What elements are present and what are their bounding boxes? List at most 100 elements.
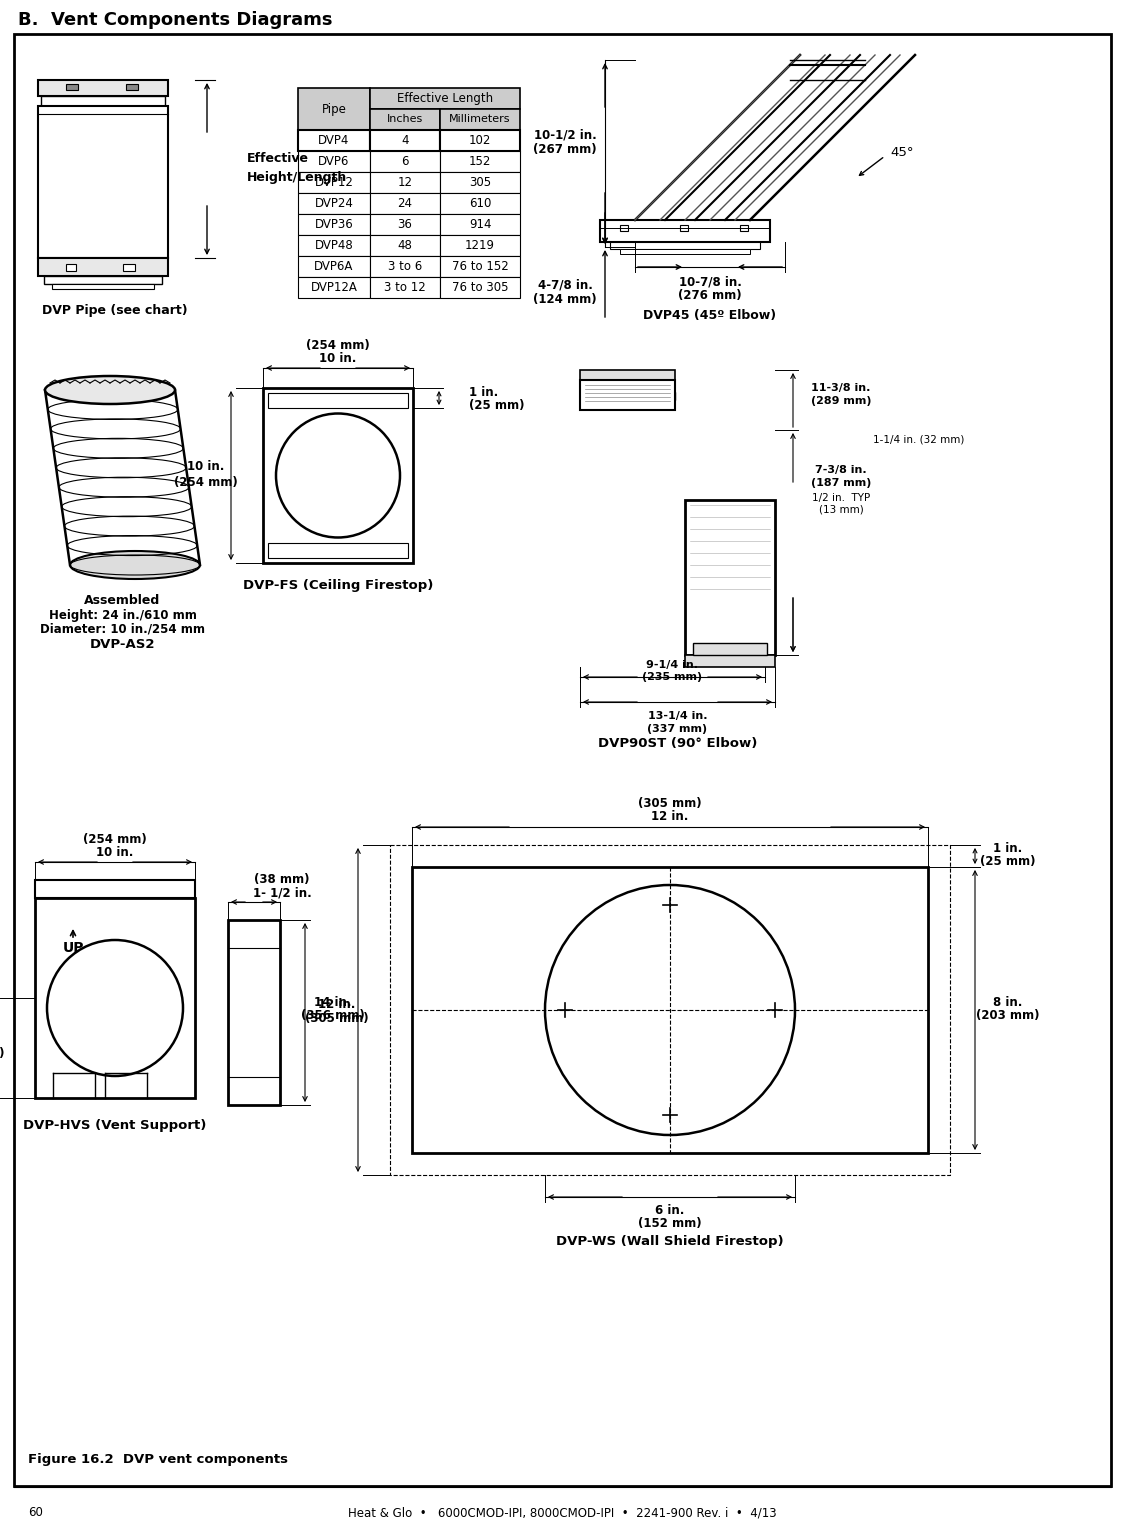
Bar — [38, 106, 168, 259]
Bar — [685, 654, 775, 667]
Text: 76 to 305: 76 to 305 — [452, 280, 508, 294]
Text: Effective: Effective — [248, 152, 309, 165]
Bar — [440, 214, 520, 236]
Text: 610: 610 — [469, 197, 492, 209]
Text: 9-1/4 in.: 9-1/4 in. — [647, 661, 699, 670]
Bar — [580, 370, 675, 380]
Bar — [370, 109, 440, 129]
Text: (152 mm): (152 mm) — [638, 1218, 702, 1230]
Bar — [268, 544, 408, 557]
Bar — [123, 263, 135, 271]
Text: DVP24: DVP24 — [315, 197, 353, 209]
Text: (267 mm): (267 mm) — [533, 143, 596, 157]
Bar — [620, 225, 628, 231]
Text: B.  Vent Components Diagrams: B. Vent Components Diagrams — [18, 11, 333, 29]
Text: Inches: Inches — [387, 114, 423, 125]
Text: DVP12: DVP12 — [315, 176, 353, 189]
Text: 4: 4 — [402, 134, 408, 146]
Text: (254 mm): (254 mm) — [306, 339, 370, 353]
Text: (25 mm): (25 mm) — [980, 856, 1036, 869]
Text: 1 in.: 1 in. — [469, 387, 498, 399]
Bar — [126, 85, 138, 89]
Circle shape — [47, 939, 183, 1076]
Text: 1219: 1219 — [465, 239, 495, 253]
Text: 10 in.: 10 in. — [187, 460, 225, 473]
Bar — [298, 277, 370, 299]
Text: (187 mm): (187 mm) — [811, 477, 871, 488]
Text: 48: 48 — [397, 239, 413, 253]
Text: DVP90ST (90° Elbow): DVP90ST (90° Elbow) — [597, 738, 757, 750]
Ellipse shape — [45, 376, 176, 403]
Bar — [370, 129, 440, 151]
Bar — [412, 867, 928, 1153]
Circle shape — [248, 1006, 261, 1019]
Text: 152: 152 — [469, 156, 492, 168]
Text: (337 mm): (337 mm) — [648, 724, 708, 735]
Text: 13-1/4 in.: 13-1/4 in. — [648, 711, 708, 721]
Bar — [680, 225, 688, 231]
Bar — [440, 277, 520, 299]
Text: (254 mm): (254 mm) — [174, 476, 237, 490]
Text: UP: UP — [62, 941, 83, 955]
Bar — [298, 129, 370, 151]
Text: (25 mm): (25 mm) — [469, 399, 524, 413]
Circle shape — [276, 414, 400, 537]
Bar — [298, 88, 370, 129]
Bar — [263, 388, 413, 564]
Text: 76 to 152: 76 to 152 — [451, 260, 508, 273]
Circle shape — [60, 884, 70, 895]
Circle shape — [160, 884, 170, 895]
Text: 305: 305 — [469, 176, 490, 189]
Bar — [370, 151, 440, 172]
Bar — [440, 109, 520, 129]
Text: (203 mm): (203 mm) — [976, 1010, 1040, 1023]
Text: Assembled: Assembled — [84, 593, 161, 607]
Bar — [440, 192, 520, 214]
Bar — [298, 172, 370, 192]
Bar — [370, 277, 440, 299]
Text: 1 in.: 1 in. — [993, 842, 1023, 856]
Text: (305 mm): (305 mm) — [638, 798, 702, 810]
Bar — [268, 393, 408, 408]
Bar — [685, 500, 775, 654]
Text: 7-3/8 in.: 7-3/8 in. — [816, 465, 867, 474]
Text: 8 in.: 8 in. — [993, 995, 1023, 1009]
Text: 60: 60 — [28, 1506, 43, 1520]
Bar — [40, 95, 165, 106]
Text: 24: 24 — [397, 197, 413, 209]
Bar — [38, 80, 168, 95]
Bar — [66, 263, 77, 271]
Text: DVP4: DVP4 — [318, 134, 350, 146]
Text: Pipe: Pipe — [322, 103, 346, 116]
Text: DVP45 (45º Elbow): DVP45 (45º Elbow) — [644, 308, 776, 322]
Bar — [580, 393, 675, 400]
Bar — [370, 256, 440, 277]
Bar — [370, 192, 440, 214]
Text: 14 in.: 14 in. — [314, 995, 352, 1009]
Bar — [35, 879, 195, 898]
Text: DVP6A: DVP6A — [314, 260, 353, 273]
Text: DVP48: DVP48 — [315, 239, 353, 253]
Text: DVP-AS2: DVP-AS2 — [90, 639, 155, 651]
Bar — [620, 249, 750, 254]
Text: (13 mm): (13 mm) — [819, 505, 863, 514]
Text: 10-7/8 in.: 10-7/8 in. — [678, 276, 741, 288]
Text: 10 in.: 10 in. — [319, 353, 357, 365]
Bar — [440, 172, 520, 192]
Text: 4-7/8 in.: 4-7/8 in. — [538, 279, 593, 291]
Text: Effective Length: Effective Length — [397, 92, 493, 105]
Text: (289 mm): (289 mm) — [811, 396, 871, 407]
Ellipse shape — [70, 551, 200, 579]
Text: (38 mm): (38 mm) — [254, 873, 309, 887]
Text: DVP6: DVP6 — [318, 156, 350, 168]
Bar — [298, 151, 370, 172]
Bar — [600, 220, 770, 242]
Text: Figure 16.2  DVP vent components: Figure 16.2 DVP vent components — [28, 1454, 288, 1466]
Bar — [580, 380, 675, 410]
Text: (254 mm): (254 mm) — [83, 833, 147, 845]
Text: (276 mm): (276 mm) — [678, 290, 741, 302]
Text: 3 to 6: 3 to 6 — [388, 260, 422, 273]
Text: 12 in.: 12 in. — [318, 998, 356, 1010]
Text: (305 mm): (305 mm) — [305, 1012, 369, 1026]
Bar — [298, 192, 370, 214]
